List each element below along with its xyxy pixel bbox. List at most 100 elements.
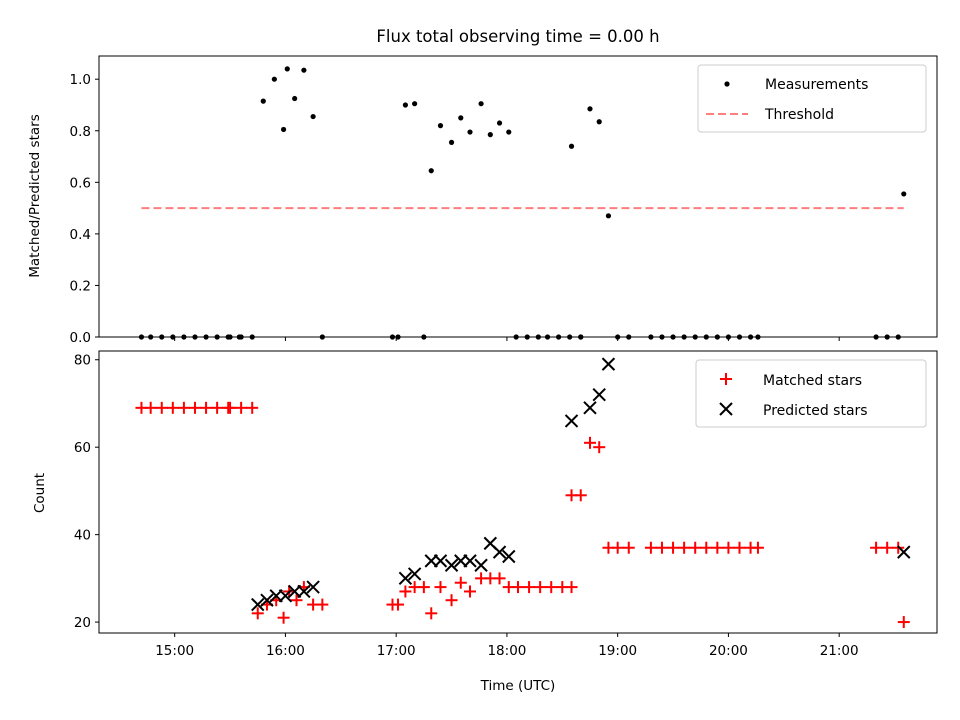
matched-stars-point	[399, 585, 412, 598]
top-panel: Flux total observing time = 0.00 h 0.0 0.…	[27, 27, 938, 346]
matched-stars-point	[678, 541, 691, 554]
matched-stars-point	[290, 594, 303, 607]
legend-frame	[695, 359, 927, 428]
matched-stars-point	[565, 581, 578, 594]
legend-label-predicted-stars: Predicted stars	[763, 403, 868, 419]
measurement-point	[284, 66, 290, 72]
predicted-stars-point	[297, 584, 311, 599]
predicted-stars-point	[251, 597, 265, 612]
matched-stars-point	[434, 581, 447, 594]
measurement-point	[428, 168, 434, 174]
predicted-stars-point	[444, 558, 459, 572]
y-tick-label: 0.0	[70, 330, 91, 346]
x-tick-label: 17:00	[377, 643, 416, 659]
predicted-stars-point	[592, 388, 606, 402]
measurement-point	[271, 76, 277, 82]
measurement-point	[280, 126, 287, 133]
matched-stars-point	[667, 541, 680, 554]
matched-stars-point	[493, 572, 506, 585]
measurement-point	[412, 101, 418, 107]
top-panel-y-label: Matched/Predicted stars	[27, 114, 43, 277]
y-tick-label: 0.6	[70, 175, 91, 191]
measurement-point	[568, 143, 575, 149]
matched-stars-point	[644, 541, 657, 554]
matched-stars-point	[211, 401, 224, 414]
measurement-point	[448, 139, 455, 145]
measurement-point	[467, 129, 473, 135]
matched-stars-point	[425, 607, 438, 620]
measurement-point	[260, 98, 266, 104]
matched-stars-point	[689, 541, 702, 554]
matched-stars-point	[177, 401, 190, 414]
measurement-point	[605, 213, 612, 219]
y-tick-label: 1.0	[70, 72, 91, 88]
legend-marker-predicted-stars	[719, 402, 733, 416]
y-tick-label: 40	[74, 528, 91, 544]
x-tick-label: 16:00	[266, 643, 305, 659]
x-tick-label: 18:00	[487, 643, 526, 659]
matched-stars-point	[611, 541, 624, 554]
x-tick-label: 20:00	[709, 643, 748, 659]
y-tick-label: 80	[74, 353, 91, 369]
predicted-stars-point	[474, 558, 488, 572]
legend-label-threshold: Threshold	[764, 107, 834, 123]
bottom-panel: 20 40 60 80 15:00 16:00 17:00 18:00 19:00 20:00 2…	[32, 350, 938, 694]
legend-label-measurements: Measurements	[765, 77, 868, 93]
legend-frame	[697, 64, 927, 133]
matched-stars-point	[534, 581, 547, 594]
bottom-panel-x-ticks: 15:00 16:00 17:00 18:00 19:00 20:00 21:00	[155, 633, 859, 659]
measurement-point	[478, 101, 484, 107]
legend-marker-measurements	[724, 81, 730, 87]
matched-stars-point	[523, 581, 536, 594]
matched-stars-point	[583, 436, 596, 449]
predicted-stars-point	[583, 401, 597, 415]
measurement-point	[487, 132, 493, 138]
top-panel-title: Flux total observing time = 0.00 h	[376, 27, 659, 46]
y-tick-label: 0.2	[70, 278, 91, 294]
bottom-panel-y-ticks: 20 40 60 80	[74, 353, 99, 631]
measurement-point	[901, 191, 907, 197]
matched-stars-point	[454, 576, 467, 589]
predicted-stars-point	[897, 545, 911, 559]
measurement-point	[458, 115, 464, 121]
matched-stars-point	[751, 541, 764, 554]
y-tick-label: 60	[74, 440, 91, 456]
matched-stars-point	[144, 401, 157, 414]
measurement-point	[310, 113, 316, 120]
bottom-panel-x-label: Time (UTC)	[480, 678, 556, 694]
matched-stars-point	[700, 541, 713, 554]
top-panel-legend: Measurements Threshold	[697, 64, 927, 133]
matched-stars-point	[235, 401, 248, 414]
bottom-panel-legend: Matched stars Predicted stars	[695, 359, 927, 428]
measurement-point	[496, 120, 503, 126]
matched-stars-point	[545, 581, 558, 594]
matched-stars-point	[392, 598, 405, 611]
top-panel-x-ticks	[174, 337, 840, 341]
measurement-point	[301, 67, 307, 73]
measurement-point	[402, 102, 409, 108]
matched-stars-point	[464, 585, 477, 598]
bottom-panel-frame	[98, 350, 938, 634]
matched-stars-point	[188, 401, 201, 414]
y-tick-label: 20	[74, 615, 91, 631]
matched-stars-point	[870, 541, 883, 554]
top-panel-frame	[98, 55, 938, 338]
matched-stars-point	[897, 616, 910, 629]
predicted-stars-point	[564, 414, 579, 428]
y-tick-label: 0.8	[70, 124, 91, 140]
matched-stars-point	[733, 541, 746, 554]
predicted-stars-point	[398, 571, 413, 586]
bottom-panel-y-label: Count	[32, 473, 48, 513]
matched-stars-point	[445, 594, 458, 607]
matched-stars-point	[166, 401, 179, 414]
predicted-stars-point	[433, 554, 448, 568]
matched-stars-point	[593, 441, 606, 454]
matched-stars-point	[722, 541, 735, 554]
legend-label-matched-stars: Matched stars	[763, 373, 862, 389]
predicted-stars-point	[502, 549, 516, 564]
legend-marker-matched-stars	[720, 373, 732, 385]
predicted-stars-point	[306, 580, 320, 594]
top-panel-y-ticks: 0.0 0.2 0.4 0.6 0.8 1.0	[70, 72, 99, 346]
matched-stars-point	[417, 581, 430, 594]
